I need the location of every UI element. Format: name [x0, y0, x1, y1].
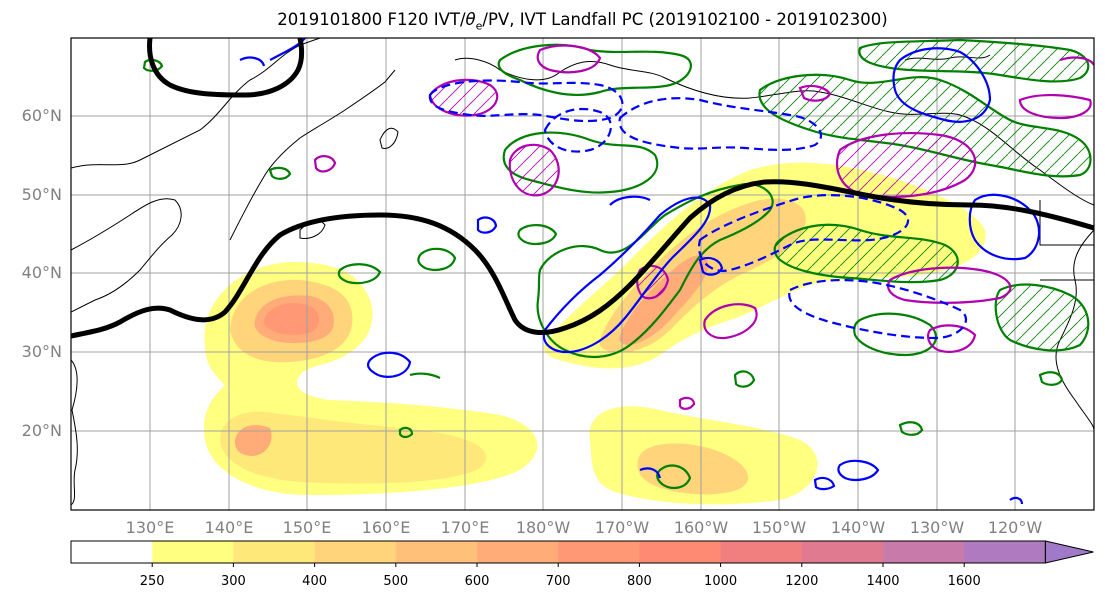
- theta-e-contours: [142, 38, 1092, 490]
- colorbar-tick-label: 1000: [704, 574, 738, 589]
- colorbar-tick-label: 1600: [947, 574, 981, 589]
- colorbar-segment: [801, 541, 884, 563]
- lon-label-130e: 130°E: [125, 518, 175, 537]
- lat-label-60: 60°N: [21, 106, 62, 125]
- colorbar-tick-label: 1400: [866, 574, 900, 589]
- colorbar-segment: [314, 541, 397, 563]
- lon-label-180w: 180°W: [515, 518, 571, 537]
- lat-label-40: 40°N: [21, 263, 62, 282]
- colorbar-segment: [233, 541, 316, 563]
- colorbar-tick-label: 400: [302, 574, 327, 589]
- lat-label-30: 30°N: [21, 342, 62, 361]
- lon-label-160w: 160°W: [673, 518, 729, 537]
- colorbar-tick-label: 700: [545, 574, 571, 589]
- colorbar-segment: [152, 541, 234, 563]
- colorbar-segment: [477, 541, 559, 563]
- lat-label-20: 20°N: [21, 421, 62, 440]
- map-area: [71, 38, 1094, 510]
- colorbar-segment: [720, 541, 803, 563]
- map-frame: [70, 37, 1095, 511]
- lon-label-160e: 160°E: [361, 518, 411, 537]
- lat-label-50: 50°N: [21, 185, 62, 204]
- lon-label-140w: 140°W: [830, 518, 886, 537]
- colorbar-tick-label: 250: [139, 574, 165, 589]
- colorbar-segment: [558, 541, 640, 563]
- colorbar-tick-label: 500: [383, 574, 409, 589]
- colorbar-segment: [964, 541, 1046, 563]
- pc-contours: [313, 44, 1094, 410]
- lon-label-130w: 130°W: [909, 518, 965, 537]
- colorbar-tick-label: 300: [220, 574, 246, 589]
- colorbar-tick-label: 600: [464, 574, 490, 589]
- colorbar-tick-label: 800: [626, 574, 652, 589]
- lon-label-140e: 140°E: [204, 518, 254, 537]
- colorbar: [70, 540, 1094, 567]
- jet-stream: [71, 38, 1094, 339]
- lon-label-150e: 150°E: [282, 518, 332, 537]
- colorbar-segment: [639, 541, 722, 563]
- map-title: 2019101800 F120 IVT/θe/PV, IVT Landfall …: [277, 10, 888, 33]
- colorbar-tick-label: 1200: [785, 574, 819, 589]
- colorbar-segment: [883, 541, 965, 563]
- lon-label-170e: 170°E: [440, 518, 490, 537]
- lon-label-170w: 170°W: [594, 518, 650, 537]
- lon-label-120w: 120°W: [987, 518, 1043, 537]
- colorbar-extension: [1044, 540, 1094, 564]
- pv-contours: [239, 38, 1041, 505]
- colorbar-segment-below: [71, 541, 153, 563]
- lon-label-150w: 150°W: [751, 518, 807, 537]
- colorbar-segment: [395, 541, 478, 563]
